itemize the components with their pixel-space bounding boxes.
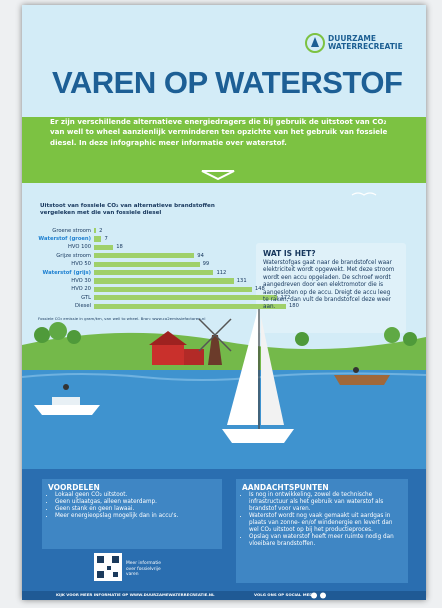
illustration <box>22 5 426 600</box>
list-item: Opslag van waterstof heeft meer ruimte n… <box>249 534 404 548</box>
water <box>22 370 426 475</box>
chevron <box>201 170 235 181</box>
logo-icon <box>305 33 325 53</box>
aandachtspunten-box <box>236 479 408 583</box>
sloop <box>334 367 390 385</box>
bar <box>94 236 102 242</box>
title: VAREN OP WATERSTOF <box>52 65 403 100</box>
value-label: 7 <box>104 235 108 242</box>
value-label: 112 <box>216 269 227 276</box>
chart-title: Uitstoot van fossiele CO₂ van alternatie… <box>40 203 215 216</box>
bar <box>94 295 278 301</box>
value-label: 18 <box>116 244 123 251</box>
voordelen-box <box>42 479 222 549</box>
category-label: Grijze stroom <box>56 252 91 259</box>
category-label: HVO 100 <box>68 244 91 251</box>
category-label: Waterstof (grijs) <box>42 269 91 276</box>
windmill <box>198 318 232 365</box>
value-label: 148 <box>254 286 265 293</box>
category-label: Groene stroom <box>52 227 91 234</box>
list-item: Meer energieopslag mogelijk dan in accu'… <box>55 513 218 520</box>
value-label: 94 <box>197 252 204 259</box>
value-label: 99 <box>202 261 210 268</box>
info-heading: WAT IS HET? <box>263 249 316 258</box>
value-label: 2 <box>99 227 103 234</box>
intro: Er zijn verschillende alternatieve energ… <box>50 117 388 147</box>
intro-band <box>22 117 426 183</box>
value-label: 180 <box>289 303 299 310</box>
qr-text: Meer informatie over fossielvrije varen <box>126 561 161 577</box>
panel-heading: AANDACHTSPUNTEN <box>242 483 329 492</box>
chart-note: Fossiele CO₂ emissie in gram/km, van wel… <box>38 316 206 321</box>
category-label: HVO 50 <box>71 261 91 268</box>
category-label: Waterstof (groen) <box>38 235 91 242</box>
list-item: Geen stank en geen lawaai. <box>55 506 218 513</box>
social-icon[interactable] <box>320 592 326 599</box>
value-label: 172 <box>280 294 291 301</box>
wave <box>22 372 426 381</box>
bar <box>94 270 214 276</box>
logo-line: WATERRECREATIE <box>328 42 403 51</box>
bar <box>94 244 114 250</box>
list-item: Waterstof wordt nog vaak gemaakt uit aar… <box>249 513 404 534</box>
logo-line: DUURZAME <box>328 34 377 43</box>
motorboat <box>34 384 100 415</box>
social-icon[interactable] <box>311 592 317 599</box>
bar <box>94 253 195 259</box>
category-label: Diesel <box>75 303 91 310</box>
bird <box>351 192 377 196</box>
qr-code <box>94 553 122 581</box>
category-label: HVO 30 <box>71 277 91 284</box>
category-label: GTL <box>81 294 91 301</box>
footer-right: VOLG ONS OP SOCIAL MEDIA <box>254 592 317 597</box>
list-item: Is nog in ontwikkeling, zowel de technis… <box>249 492 404 513</box>
panel-list: Lokaal geen CO₂ uitstoot.Geen uitlaatgas… <box>48 492 218 520</box>
poster: DUURZAME WATERRECREATIE VAREN OP WATERST… <box>22 5 426 600</box>
logo-text: DUURZAME WATERRECREATIE <box>328 35 403 51</box>
bar <box>94 286 252 292</box>
footer-strip <box>22 591 426 600</box>
footer-left: KIJK VOOR MEER INFORMATIE OP WWW.DUURZAM… <box>56 592 215 597</box>
list-item: Lokaal geen CO₂ uitstoot. <box>55 492 218 499</box>
info-box <box>256 243 406 333</box>
info-text: Waterstofgas gaat naar de brandstofcel w… <box>263 260 395 311</box>
bar <box>94 303 286 309</box>
barn <box>149 331 204 365</box>
bar <box>94 278 234 284</box>
category-label: HVO 20 <box>71 286 91 293</box>
panel-heading: VOORDELEN <box>48 483 100 492</box>
value-label: 131 <box>236 277 247 284</box>
aandachtspunten: AANDACHTSPUNTEN Is nog in ontwikkeling, … <box>242 483 404 548</box>
list-item: Geen uitlaatgas, alleen waterdamp. <box>55 499 218 506</box>
sailboat <box>222 305 294 443</box>
bar <box>94 228 97 234</box>
panel-list: Is nog in ontwikkeling, zowel de technis… <box>242 492 404 548</box>
trees <box>34 322 417 346</box>
bar <box>94 261 200 267</box>
voordelen: VOORDELEN Lokaal geen CO₂ uitstoot.Geen … <box>48 483 218 520</box>
